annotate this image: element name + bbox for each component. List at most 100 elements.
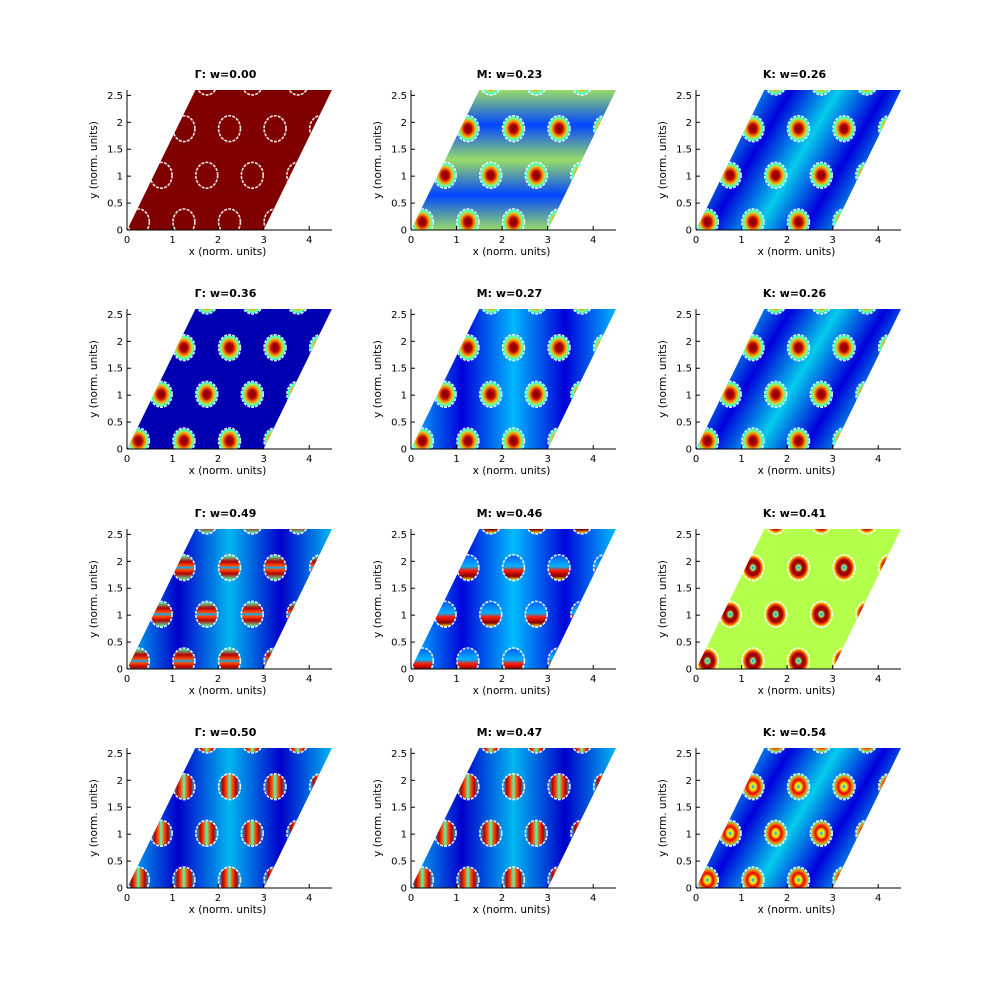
x-tick-label: 3 [829,454,835,465]
scatterer-outline [127,772,151,801]
panel-9: 0 1 2 3 4 0 0.5 1 1.5 2 2.5 x (norm. units) y (norm.… [657,507,923,697]
y-axis-label: y (norm. units) [88,340,100,418]
scatterer-outline [615,380,616,409]
y-axis-label: y (norm. units) [657,560,669,638]
scatterer-outline [194,600,219,629]
scatterer-outline [478,600,503,629]
y-axis-label: y (norm. units) [88,121,100,199]
x-tick-label: 2 [784,893,790,904]
scatterer-outline [501,333,526,362]
scatterer-outline [877,647,901,669]
field-spot [594,209,615,230]
field-spot [310,428,331,449]
y-axis-label: y (norm. units) [372,779,384,857]
x-axis-label: x (norm. units) [189,904,267,916]
y-axis-label: y (norm. units) [88,779,100,857]
y-tick-label: 2.5 [391,91,407,102]
scatterer-outline [501,866,526,888]
field-spot [434,309,456,314]
field-spot [742,209,764,230]
scatterer-outline [149,90,173,96]
scatterer-outline [331,161,332,190]
x-tick-label: 1 [169,893,175,904]
field-spot [594,428,615,449]
field-spot [173,428,195,449]
scatterer-outline [741,866,765,888]
field-spot [833,555,855,580]
x-tick-label: 2 [499,235,505,246]
scatterer-outline [478,819,503,848]
field-spot [503,555,524,580]
x-tick-label: 4 [590,454,596,465]
y-tick-label: 1 [117,830,123,841]
scatterer-outline [331,600,332,629]
x-tick-label: 2 [784,235,790,246]
scatterer-outline [172,114,196,143]
scatterer-outline [718,380,742,409]
field-spot [219,867,240,888]
y-tick-label: 1.5 [676,584,692,595]
scatterer-outline [411,600,412,629]
scatterer-outline [456,866,480,888]
x-tick-label: 4 [875,893,881,904]
scatterer-outline [240,819,265,848]
y-tick-label: 2.5 [391,530,407,541]
scatterer-outline [809,748,834,754]
y-tick-label: 1 [686,391,692,402]
scatterer-outline [832,553,856,582]
field-spot [434,90,456,95]
scatterer-outline [217,772,242,801]
y-tick-label: 2 [686,557,692,568]
scatterer-outline [741,553,765,582]
panel-title: M: w=0.27 [477,287,543,300]
scatterer-outline [433,90,457,96]
scatterer-outline [286,90,310,96]
x-tick-label: 0 [693,893,699,904]
field-spot [525,382,547,407]
scatterer-outline [217,208,242,230]
field-spot [788,774,809,799]
x-axis-label: x (norm. units) [758,465,836,477]
field-panel-4 [127,309,332,449]
scatterer-outline [741,772,765,801]
scatterer-outline [615,748,616,754]
scatterer-outline [127,161,128,190]
y-axis-label: y (norm. units) [372,340,384,418]
y-tick-label: 0 [686,665,692,676]
scatterer-outline [501,208,526,230]
field-panel-9 [696,509,923,669]
x-tick-label: 2 [499,454,505,465]
panel-title: Γ: w=0.49 [195,507,257,520]
field-spot [333,602,354,627]
scatterer-outline [696,161,697,190]
panel-title: K: w=0.41 [763,507,826,520]
y-tick-label: 0 [117,226,123,237]
scatterer-outline [786,647,811,669]
field-spot [525,602,547,627]
field-panel-1 [127,90,332,230]
scatterer-outline [240,748,265,754]
scatterer-outline [263,772,287,801]
field-spot [902,509,923,534]
field-spot [457,428,479,449]
y-tick-label: 1.5 [676,364,692,375]
y-tick-label: 2 [117,776,123,787]
y-tick-label: 2 [686,337,692,348]
scatterer-outline [240,529,265,535]
x-axis-label: x (norm. units) [758,904,836,916]
y-tick-label: 1.5 [107,803,123,814]
field-spot [697,116,718,141]
x-tick-label: 2 [784,674,790,685]
field-panel-6 [696,309,901,449]
x-tick-label: 2 [499,674,505,685]
scatterer-outline [263,333,287,362]
x-tick-label: 1 [453,454,459,465]
x-tick-label: 2 [784,454,790,465]
scatterer-outline [331,309,332,315]
x-tick-label: 0 [124,235,130,246]
field-panel-5 [411,309,616,449]
y-tick-label: 1 [117,172,123,183]
scatterer-outline [127,333,151,362]
scatterer-outline [127,427,151,449]
scatterer-outline [331,748,332,754]
